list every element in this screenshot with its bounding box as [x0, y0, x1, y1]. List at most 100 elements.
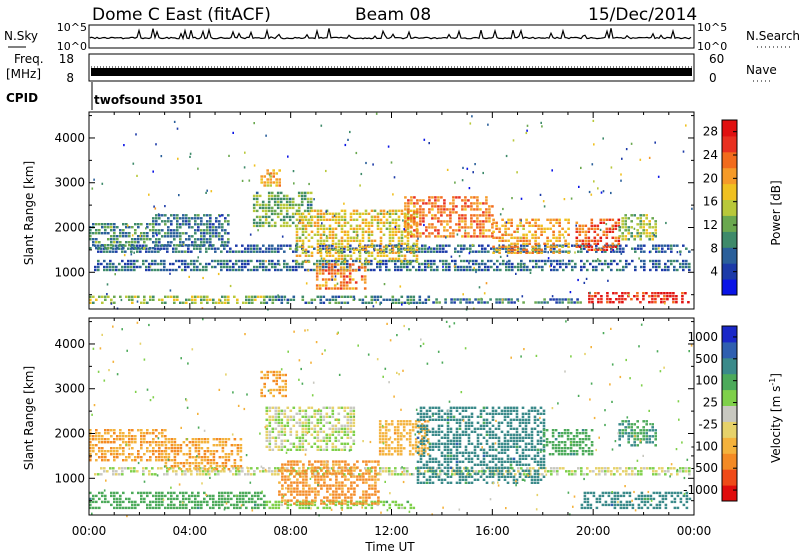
velocity-cell — [628, 503, 632, 507]
velocity-cell — [688, 497, 692, 501]
velocity-cell — [179, 503, 182, 507]
power-cell — [633, 235, 636, 238]
power-cell — [611, 236, 615, 239]
power-cell — [575, 236, 579, 239]
power-cell — [279, 224, 283, 228]
power-cell — [261, 215, 265, 219]
power-cell — [263, 184, 266, 187]
power-cell — [468, 298, 471, 301]
power-cell — [167, 217, 170, 220]
velocity-cell — [379, 467, 382, 470]
power-cell — [412, 218, 416, 221]
power-cell — [166, 250, 169, 253]
velocity-cell — [598, 473, 601, 476]
power-cell — [160, 247, 163, 250]
velocity-cell — [116, 506, 119, 510]
power-cell — [189, 152, 192, 155]
power-cell — [123, 144, 125, 147]
power-cell — [543, 242, 546, 245]
power-cell — [466, 259, 469, 263]
power-cell — [599, 221, 603, 224]
power-cell — [660, 292, 663, 295]
power-cell — [292, 259, 295, 263]
power-cell — [286, 265, 289, 269]
power-cell — [616, 244, 619, 247]
power-cell — [164, 220, 167, 223]
power-cell — [388, 298, 392, 301]
power-cell — [428, 208, 431, 211]
power-cell — [670, 244, 673, 247]
power-cell — [345, 269, 348, 272]
power-cell — [457, 244, 460, 247]
power-cell — [444, 298, 447, 301]
power-cell — [155, 220, 158, 223]
power-cell — [498, 236, 501, 239]
power-cell — [282, 221, 286, 225]
power-cell — [511, 265, 514, 269]
velocity-cell — [295, 500, 299, 504]
velocity-cell — [640, 467, 643, 470]
velocity-cell — [265, 427, 269, 430]
velocity-cell — [182, 506, 185, 510]
power-cell — [206, 232, 209, 235]
velocity-cell — [289, 418, 293, 421]
power-cell — [415, 257, 419, 260]
power-cell — [667, 247, 670, 250]
power-cell — [342, 287, 346, 290]
power-cell — [654, 235, 657, 238]
velocity-cell — [301, 506, 305, 510]
power-cell — [218, 235, 221, 238]
power-cell — [283, 250, 286, 253]
velocity-cell — [194, 459, 198, 462]
velocity-cell — [304, 500, 308, 504]
velocity-cell — [613, 506, 617, 510]
power-cell — [103, 250, 106, 253]
velocity-cell — [176, 462, 180, 465]
velocity-cell — [274, 473, 277, 476]
velocity-cell — [283, 467, 286, 470]
power-cell — [440, 205, 443, 208]
power-cell — [367, 233, 371, 236]
velocity-cell — [337, 433, 341, 436]
power-cell — [273, 221, 277, 225]
power-cell — [278, 169, 281, 172]
power-cell — [113, 301, 116, 304]
power-cell — [268, 262, 271, 266]
power-cell — [596, 242, 600, 245]
power-cell — [113, 229, 116, 232]
power-cell — [176, 223, 179, 226]
power-cell — [681, 295, 684, 298]
velocity-cell — [335, 487, 338, 490]
power-cell — [187, 247, 190, 250]
power-cell — [691, 207, 693, 210]
velocity-cell — [119, 494, 122, 498]
velocity-cell — [113, 432, 116, 435]
power-cell — [337, 221, 341, 224]
power-cell — [597, 258, 599, 261]
power-cell — [196, 265, 199, 269]
power-cell — [648, 220, 651, 223]
velocity-cell — [326, 466, 329, 469]
power-cell — [661, 244, 664, 247]
power-cell — [588, 190, 591, 194]
power-cell — [645, 232, 648, 235]
power-cell — [131, 226, 134, 229]
velocity-cell — [194, 497, 197, 501]
power-cell — [556, 262, 559, 266]
power-cell — [597, 298, 600, 301]
power-cell — [604, 244, 607, 247]
power-cell — [510, 245, 513, 248]
power-cell — [397, 248, 401, 251]
power-cell — [391, 259, 394, 263]
power-cell — [301, 295, 305, 298]
power-cell — [205, 247, 208, 250]
velocity-cell — [292, 418, 296, 421]
velocity-cell — [128, 435, 131, 438]
power-cell — [658, 244, 661, 247]
power-cell — [358, 298, 362, 301]
power-cell — [391, 236, 395, 239]
power-cell — [331, 230, 335, 233]
velocity-cell — [676, 491, 680, 495]
noise-tick-top-right: 10^5 — [697, 21, 727, 34]
power-cell — [253, 265, 256, 269]
